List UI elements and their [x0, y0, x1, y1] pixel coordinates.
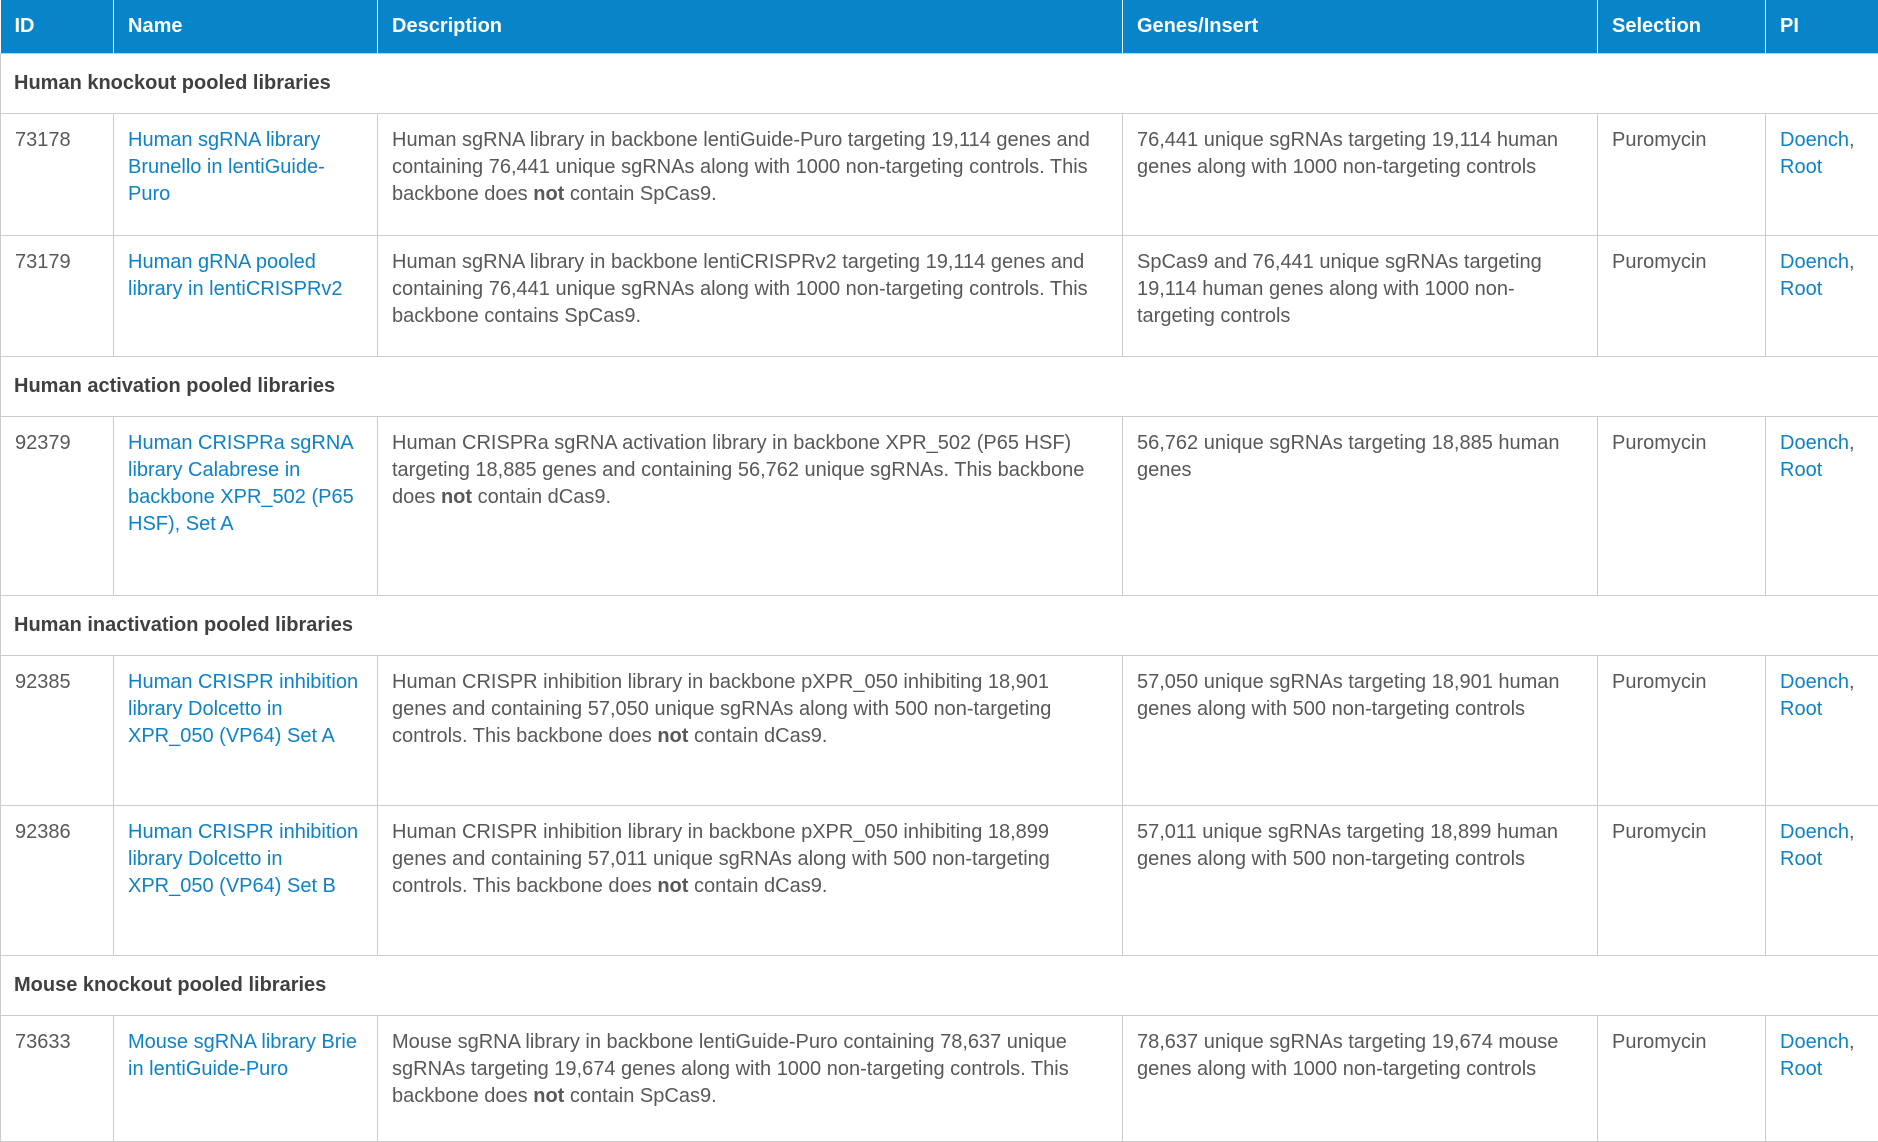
section-title: Human activation pooled libraries: [1, 357, 1878, 417]
description-text: contain SpCas9.: [564, 183, 716, 205]
pi-separator: ,: [1849, 1031, 1855, 1053]
row-pi: Doench, Root: [1766, 806, 1878, 956]
pi-separator: ,: [1849, 432, 1855, 454]
table-row: 73178 Human sgRNA library Brunello in le…: [1, 114, 1878, 236]
table-row: 92386 Human CRISPR inhibition library Do…: [1, 806, 1878, 956]
column-header-selection: Selection: [1598, 0, 1766, 54]
pi-separator: ,: [1849, 821, 1855, 843]
column-header-description: Description: [378, 0, 1123, 54]
row-selection: Puromycin: [1598, 1016, 1766, 1142]
section-header-row: Human activation pooled libraries: [1, 357, 1878, 417]
pi-link-root[interactable]: Root: [1780, 698, 1822, 720]
pi-link-doench[interactable]: Doench: [1780, 432, 1849, 454]
description-text: contain dCas9.: [688, 875, 827, 897]
plasmid-name-link[interactable]: Mouse sgRNA library Brie in lentiGuide-P…: [128, 1031, 357, 1080]
row-description: Mouse sgRNA library in backbone lentiGui…: [378, 1016, 1123, 1142]
row-selection: Puromycin: [1598, 806, 1766, 956]
column-header-genes-insert: Genes/Insert: [1123, 0, 1598, 54]
section-title: Human knockout pooled libraries: [1, 54, 1878, 114]
description-text: Human sgRNA library in backbone lentiCRI…: [392, 251, 1088, 327]
row-id: 73633: [1, 1016, 114, 1142]
description-text: contain SpCas9.: [564, 1085, 716, 1107]
pi-link-doench[interactable]: Doench: [1780, 671, 1849, 693]
section-header-row: Human knockout pooled libraries: [1, 54, 1878, 114]
table-row: 73179 Human gRNA pooled library in lenti…: [1, 236, 1878, 357]
description-bold-text: not: [657, 875, 688, 897]
row-id: 73178: [1, 114, 114, 236]
row-id: 73179: [1, 236, 114, 357]
row-description: Human CRISPR inhibition library in backb…: [378, 806, 1123, 956]
pi-link-root[interactable]: Root: [1780, 848, 1822, 870]
row-selection: Puromycin: [1598, 417, 1766, 596]
row-genes-insert: SpCas9 and 76,441 unique sgRNAs targetin…: [1123, 236, 1598, 357]
pi-separator: ,: [1849, 671, 1855, 693]
description-text: Mouse sgRNA library in backbone lentiGui…: [392, 1031, 1069, 1107]
table-header: ID Name Description Genes/Insert Selecti…: [1, 0, 1878, 54]
description-bold-text: not: [533, 1085, 564, 1107]
table-row: 92379 Human CRISPRa sgRNA library Calabr…: [1, 417, 1878, 596]
section-header-row: Mouse knockout pooled libraries: [1, 956, 1878, 1016]
description-text: contain dCas9.: [472, 486, 611, 508]
plasmid-name-link[interactable]: Human CRISPR inhibition library Dolcetto…: [128, 821, 358, 897]
description-text: Human sgRNA library in backbone lentiGui…: [392, 129, 1090, 205]
table-header-row: ID Name Description Genes/Insert Selecti…: [1, 0, 1878, 54]
column-header-id: ID: [1, 0, 114, 54]
pi-link-doench[interactable]: Doench: [1780, 821, 1849, 843]
row-selection: Puromycin: [1598, 656, 1766, 806]
plasmid-name-link[interactable]: Human sgRNA library Brunello in lentiGui…: [128, 129, 325, 205]
description-bold-text: not: [657, 725, 688, 747]
pi-link-root[interactable]: Root: [1780, 1058, 1822, 1080]
pi-link-root[interactable]: Root: [1780, 156, 1822, 178]
row-selection: Puromycin: [1598, 236, 1766, 357]
row-genes-insert: 57,050 unique sgRNAs targeting 18,901 hu…: [1123, 656, 1598, 806]
description-text: contain dCas9.: [688, 725, 827, 747]
row-pi: Doench, Root: [1766, 656, 1878, 806]
plasmid-name-link[interactable]: Human CRISPR inhibition library Dolcetto…: [128, 671, 358, 747]
row-pi: Doench, Root: [1766, 417, 1878, 596]
row-description: Human CRISPRa sgRNA activation library i…: [378, 417, 1123, 596]
row-selection: Puromycin: [1598, 114, 1766, 236]
row-description: Human CRISPR inhibition library in backb…: [378, 656, 1123, 806]
row-genes-insert: 56,762 unique sgRNAs targeting 18,885 hu…: [1123, 417, 1598, 596]
pi-link-doench[interactable]: Doench: [1780, 1031, 1849, 1053]
pi-link-doench[interactable]: Doench: [1780, 129, 1849, 151]
description-bold-text: not: [533, 183, 564, 205]
row-pi: Doench, Root: [1766, 236, 1878, 357]
pi-link-root[interactable]: Root: [1780, 459, 1822, 481]
row-pi: Doench, Root: [1766, 1016, 1878, 1142]
row-id: 92386: [1, 806, 114, 956]
row-genes-insert: 57,011 unique sgRNAs targeting 18,899 hu…: [1123, 806, 1598, 956]
pi-separator: ,: [1849, 251, 1855, 273]
table-row: 92385 Human CRISPR inhibition library Do…: [1, 656, 1878, 806]
pi-separator: ,: [1849, 129, 1855, 151]
row-description: Human sgRNA library in backbone lentiCRI…: [378, 236, 1123, 357]
plasmid-name-link[interactable]: Human CRISPRa sgRNA library Calabrese in…: [128, 432, 354, 535]
description-bold-text: not: [441, 486, 472, 508]
section-title: Human inactivation pooled libraries: [1, 596, 1878, 656]
plasmid-name-link[interactable]: Human gRNA pooled library in lentiCRISPR…: [128, 251, 343, 300]
column-header-pi: PI: [1766, 0, 1878, 54]
section-header-row: Human inactivation pooled libraries: [1, 596, 1878, 656]
section-title: Mouse knockout pooled libraries: [1, 956, 1878, 1016]
row-pi: Doench, Root: [1766, 114, 1878, 236]
row-genes-insert: 78,637 unique sgRNAs targeting 19,674 mo…: [1123, 1016, 1598, 1142]
table-row: 73633 Mouse sgRNA library Brie in lentiG…: [1, 1016, 1878, 1142]
pi-link-root[interactable]: Root: [1780, 278, 1822, 300]
row-id: 92385: [1, 656, 114, 806]
row-id: 92379: [1, 417, 114, 596]
column-header-name: Name: [114, 0, 378, 54]
pi-link-doench[interactable]: Doench: [1780, 251, 1849, 273]
row-genes-insert: 76,441 unique sgRNAs targeting 19,114 hu…: [1123, 114, 1598, 236]
row-description: Human sgRNA library in backbone lentiGui…: [378, 114, 1123, 236]
